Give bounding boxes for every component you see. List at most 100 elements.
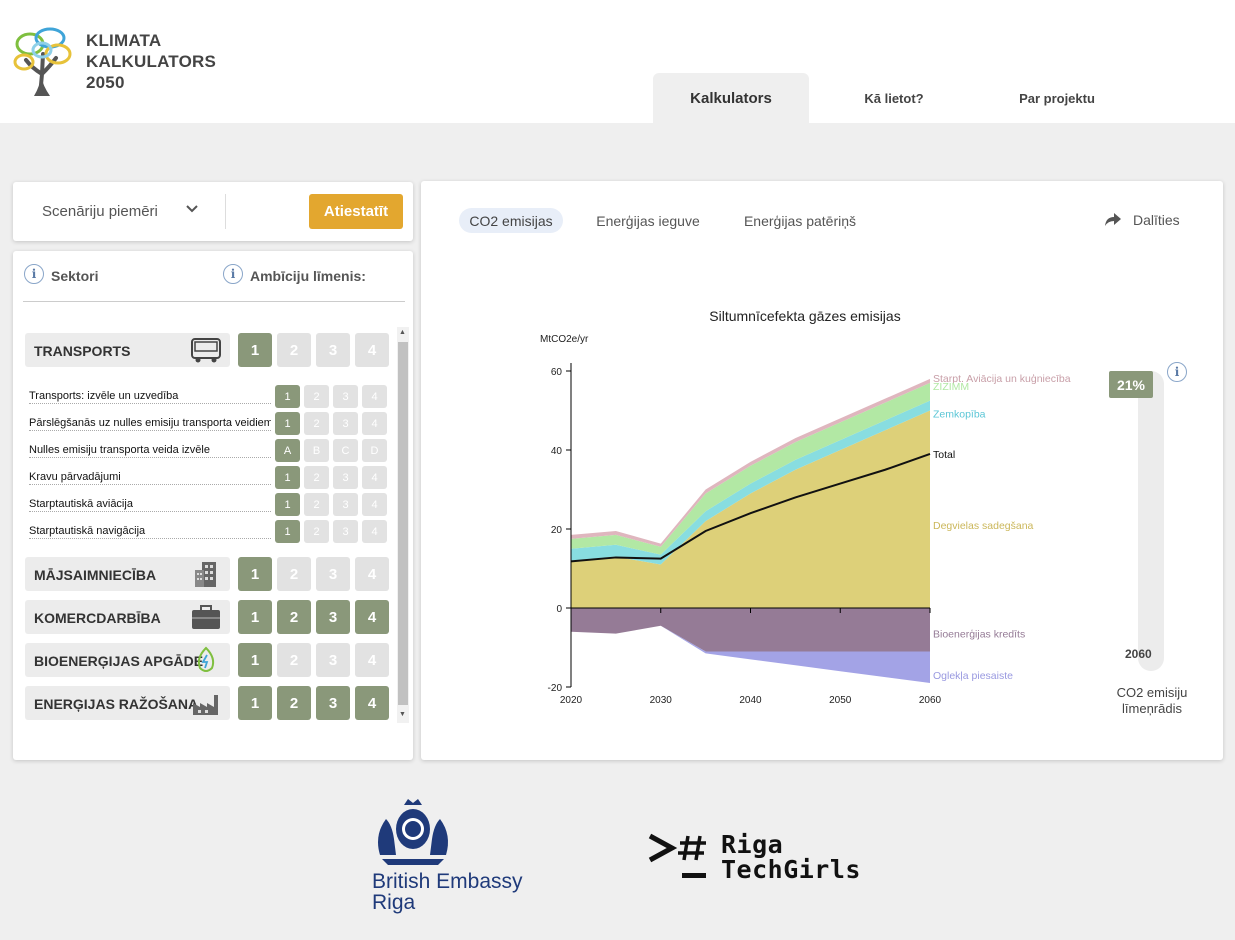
y-tick-label: 20: [551, 525, 563, 536]
embassy-text: British Embassy Riga: [372, 871, 523, 913]
area-zemkop-ba: [571, 400, 930, 565]
category-label: BIOENERĢIJAS APGĀDE: [34, 653, 204, 669]
reset-button[interactable]: Atiestatīt: [309, 194, 403, 229]
prompt-hash-icon: [648, 833, 706, 878]
bioenergy-icon: [197, 646, 215, 672]
scroll-up-arrow-icon[interactable]: ▲: [399, 329, 406, 336]
category-majsaimnieciba[interactable]: MĀJSAIMNIECĪBA: [25, 557, 230, 591]
category-label: TRANSPORTS: [34, 343, 131, 359]
y-axis-label: MtCO2e/yr: [540, 334, 589, 345]
category-label: KOMERCDARBĪBA: [34, 610, 161, 626]
sub-level-button[interactable]: 1: [275, 466, 300, 489]
energijas-razosana-level-1[interactable]: 1: [238, 686, 272, 720]
gauge-year: 2060: [1125, 647, 1152, 661]
gauge-info-icon[interactable]: i: [1167, 362, 1187, 382]
bioenergijas-level-4[interactable]: 4: [355, 643, 389, 677]
transports-level-4[interactable]: 4: [355, 333, 389, 367]
gauge-caption-line-1: CO2 emisiju: [1116, 685, 1188, 700]
majsaimnieciba-level-4[interactable]: 4: [355, 557, 389, 591]
tab-ka-lietot[interactable]: Kā lietot?: [864, 90, 924, 106]
sub-level-button[interactable]: 3: [333, 385, 358, 408]
sub-label: Starptautiskā navigācija: [29, 525, 271, 539]
bioenergijas-level-1[interactable]: 1: [238, 643, 272, 677]
series-label: Oglekļa piesaiste: [933, 670, 1013, 682]
tab-par-projektu[interactable]: Par projektu: [1019, 90, 1095, 106]
bioenergijas-level-3[interactable]: 3: [316, 643, 350, 677]
sub-level-button[interactable]: A: [275, 439, 300, 462]
sub-level-button[interactable]: 3: [333, 520, 358, 543]
divider: [23, 301, 405, 302]
transports-level-1[interactable]: 1: [238, 333, 272, 367]
gauge-caption-line-2: līmeņrādis: [1122, 701, 1182, 716]
series-label: ZIZIMM: [933, 381, 969, 393]
sub-level-button[interactable]: 3: [333, 466, 358, 489]
y-tick-label: 0: [556, 604, 562, 615]
category-transports[interactable]: TRANSPORTS: [25, 333, 230, 367]
sub-level-button[interactable]: 4: [362, 385, 387, 408]
sub-level-button[interactable]: B: [304, 439, 329, 462]
sub-level-button[interactable]: 1: [275, 385, 300, 408]
scenario-dropdown[interactable]: Scenāriju piemēri: [42, 203, 158, 220]
sub-level-button[interactable]: 4: [362, 520, 387, 543]
category-label: MĀJSAIMNIECĪBA: [34, 567, 157, 583]
category-bioenergijas-apgade[interactable]: BIOENERĢIJAS APGĀDE: [25, 643, 230, 677]
sub-level-button[interactable]: D: [362, 439, 387, 462]
klimata-logo-icon[interactable]: [12, 24, 74, 96]
series-label: Bioenerģijas kredīts: [933, 628, 1025, 641]
sub-level-button[interactable]: 2: [304, 520, 329, 543]
total-line: [570, 453, 931, 563]
sub-level-button[interactable]: 2: [304, 412, 329, 435]
ambition-heading: Ambīciju līmenis:: [250, 268, 366, 284]
y-tick-label: -20: [548, 683, 563, 694]
tab-co2-emisijas[interactable]: CO2 emisijas: [459, 208, 563, 233]
british-embassy-logo[interactable]: British Embassy Riga: [366, 795, 526, 917]
sub-level-button[interactable]: 4: [362, 412, 387, 435]
komercdarbiba-level-1[interactable]: 1: [238, 600, 272, 634]
sub-level-button[interactable]: 1: [275, 412, 300, 435]
sub-level-button[interactable]: 1: [275, 493, 300, 516]
techgirls-line-1: Riga: [721, 830, 784, 859]
sub-level-button[interactable]: 3: [333, 493, 358, 516]
scroll-down-arrow-icon[interactable]: ▼: [399, 711, 406, 718]
bioenergijas-level-2[interactable]: 2: [277, 643, 311, 677]
tab-energijas-ieguve[interactable]: Enerģijas ieguve: [596, 212, 700, 229]
share-button[interactable]: Dalīties: [1105, 212, 1180, 228]
scrollbar-thumb[interactable]: [398, 342, 408, 705]
series-label: Total: [933, 449, 955, 461]
share-arrow-icon: [1105, 213, 1121, 226]
brand-title[interactable]: KLIMATA KALKULATORS 2050: [86, 30, 216, 93]
tab-kalkulators[interactable]: Kalkulators: [653, 73, 809, 123]
komercdarbiba-level-2[interactable]: 2: [277, 600, 311, 634]
series-label: Zemkopība: [933, 408, 986, 420]
transports-level-2[interactable]: 2: [277, 333, 311, 367]
category-komercdarbiba[interactable]: KOMERCDARBĪBA: [25, 600, 230, 634]
majsaimnieciba-level-3[interactable]: 3: [316, 557, 350, 591]
energijas-razosana-level-4[interactable]: 4: [355, 686, 389, 720]
tab-energijas-paterins[interactable]: Enerģijas patēriņš: [743, 212, 857, 229]
energijas-razosana-level-2[interactable]: 2: [277, 686, 311, 720]
area-zizimm: [571, 382, 930, 555]
komercdarbiba-level-3[interactable]: 3: [316, 600, 350, 634]
category-energijas-razosana[interactable]: ENERĢIJAS RAŽOŠANA: [25, 686, 230, 720]
sub-level-button[interactable]: 4: [362, 493, 387, 516]
komercdarbiba-level-4[interactable]: 4: [355, 600, 389, 634]
chevron-down-icon[interactable]: [185, 204, 199, 214]
sub-level-button[interactable]: 4: [362, 466, 387, 489]
sectors-info-icon[interactable]: i: [24, 264, 44, 284]
sub-label: Kravu pārvadājumi: [29, 471, 271, 485]
transports-level-3[interactable]: 3: [316, 333, 350, 367]
sub-level-button[interactable]: 1: [275, 520, 300, 543]
majsaimnieciba-level-2[interactable]: 2: [277, 557, 311, 591]
sub-level-button[interactable]: C: [333, 439, 358, 462]
sub-level-button[interactable]: 3: [333, 412, 358, 435]
sub-level-button[interactable]: 2: [304, 466, 329, 489]
ambition-info-icon[interactable]: i: [223, 264, 243, 284]
gauge-caption: CO2 emisiju līmeņrādis: [1101, 685, 1203, 717]
sub-label: Transports: izvēle un uzvedība: [29, 390, 271, 404]
majsaimnieciba-level-1[interactable]: 1: [238, 557, 272, 591]
sub-level-button[interactable]: 2: [304, 385, 329, 408]
riga-techgirls-logo[interactable]: Riga TechGirls: [646, 828, 876, 884]
sub-level-button[interactable]: 2: [304, 493, 329, 516]
energijas-razosana-level-3[interactable]: 3: [316, 686, 350, 720]
x-tick-label: 2030: [650, 695, 673, 706]
